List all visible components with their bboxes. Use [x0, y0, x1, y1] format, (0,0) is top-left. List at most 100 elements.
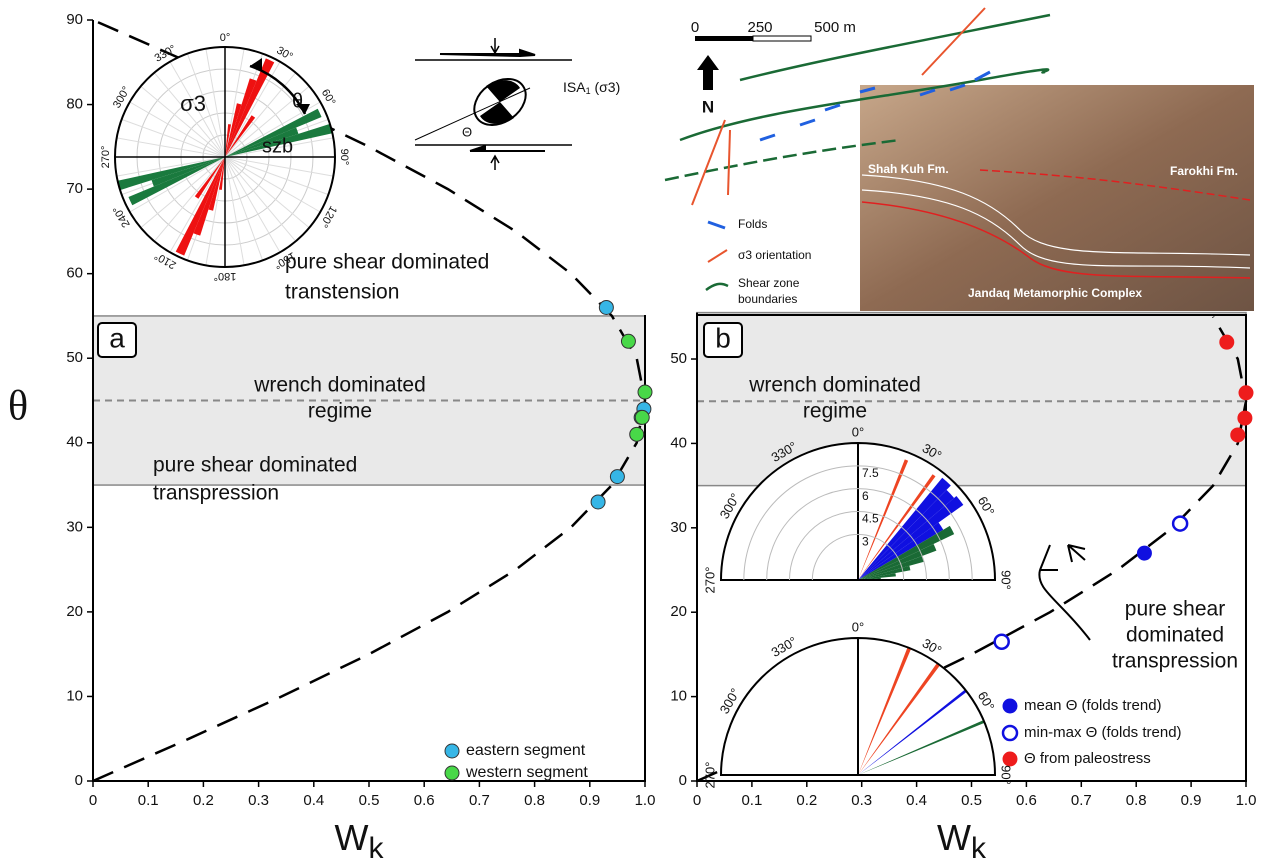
data-point	[634, 409, 650, 425]
x-tick-label: 0.3	[851, 792, 872, 809]
x-tick-label: 1.0	[1236, 792, 1257, 809]
data-point	[590, 494, 606, 510]
x-tick-label: 0.1	[741, 792, 762, 809]
region-label: wrench dominated	[748, 374, 921, 397]
region-label: wrench dominated	[253, 374, 426, 397]
region-label: pure shear	[1125, 598, 1225, 621]
x-tick-label: 0.7	[1071, 792, 1092, 809]
rose-ring-label: 4.5	[862, 512, 879, 526]
photo-trace	[861, 189, 1251, 269]
legend-sigma3	[707, 249, 728, 263]
region-label: pure shear dominated	[285, 251, 489, 274]
y-tick-label: 10	[670, 688, 687, 705]
legend-label: mean Θ (folds trend)	[1024, 697, 1162, 714]
rose-petal	[858, 543, 937, 580]
x-axis-title-sub: k	[368, 832, 384, 865]
x-tick-label: 0.9	[579, 792, 600, 809]
rose-petal	[858, 720, 985, 775]
rose-angle-label: 180°	[214, 270, 237, 282]
legend-label: eastern segment	[466, 742, 586, 759]
scale-bar	[695, 36, 753, 41]
shear-zone	[739, 13, 1051, 82]
rose-ring	[766, 488, 950, 581]
schematic-line	[415, 59, 572, 146]
rose-angle-label: 270°	[702, 762, 717, 789]
data-point	[993, 633, 1010, 650]
y-tick-label: 30	[670, 519, 687, 536]
data-point	[637, 384, 653, 400]
x-tick-label: 0.8	[1126, 792, 1147, 809]
x-tick-label: 0	[89, 792, 97, 809]
legend-marker	[1002, 698, 1018, 714]
rose-petal	[151, 157, 225, 187]
sigma3-arrow	[691, 7, 986, 206]
rose-petal	[117, 157, 225, 191]
data-point	[609, 469, 625, 485]
photo-label: Shah Kuh Fm.	[868, 162, 949, 176]
x-tick-label: 0.7	[469, 792, 490, 809]
panel-label-box	[97, 322, 137, 358]
x-tick-label: 0.4	[906, 792, 927, 809]
rose-petal	[858, 689, 967, 775]
legend-marker	[1002, 751, 1018, 767]
rose-angle-label: 270°	[100, 146, 112, 169]
data-point	[620, 333, 636, 349]
rose-petal	[858, 489, 955, 580]
y-tick-label: 60	[66, 265, 83, 282]
scale-label: 500 m	[814, 19, 856, 36]
rose-angle-label: 270°	[702, 567, 717, 594]
rose-petal	[128, 157, 225, 206]
x-axis-title-sub: k	[971, 832, 987, 865]
y-tick-label: 20	[66, 603, 83, 620]
x-tick-label: 0.2	[796, 792, 817, 809]
rose-petal	[858, 459, 909, 580]
y-axis-title: θ	[8, 384, 28, 430]
rose-petal	[225, 124, 232, 157]
chart-panel: 0 0.1 0.2 0.3 0.4 0.5 0.6 0.7 0.8 0.9 1.0 0 10 20 30 40…	[670, 312, 1257, 865]
rose-petal	[225, 127, 299, 157]
rose-petal	[858, 525, 955, 580]
rose-petal	[225, 108, 322, 157]
y-tick-label: 0	[679, 772, 687, 789]
background-layer	[92, 311, 1247, 487]
schematic-theta: Θ	[462, 124, 472, 139]
schematic: ISA1 (σ3) Θ	[414, 38, 620, 170]
rose-petal	[194, 157, 225, 199]
photo-trace	[861, 174, 1251, 256]
chart-panel: 0 0.1 0.2 0.3 0.4 0.5 0.6 0.7 0.8 0.9 1.0 0 10 20 30 40…	[66, 11, 655, 865]
map-legend-label: σ3 orientation	[738, 248, 811, 262]
rose-petal	[175, 157, 225, 256]
photo-fault	[979, 169, 1251, 201]
x-tick-label: 0.5	[961, 792, 982, 809]
data-point	[1238, 385, 1254, 401]
legend-marker	[1001, 724, 1019, 742]
rose-petal	[858, 522, 944, 580]
legend-label: min-max Θ (folds trend)	[1024, 724, 1182, 741]
schematic-arrow	[439, 48, 545, 152]
legend-fold	[707, 220, 726, 230]
y-tick-label: 30	[66, 518, 83, 535]
x-tick-label: 0.9	[1181, 792, 1202, 809]
data-point	[1171, 515, 1189, 532]
rose-petal	[858, 556, 925, 580]
panel-label-box	[703, 322, 743, 358]
x-axis-title-main: W	[937, 817, 971, 858]
rose-petal	[193, 157, 225, 236]
rose-cross	[115, 47, 335, 267]
rose-outline	[719, 637, 997, 776]
rose-b-lower: 0°30°60°90°270°300°330°	[702, 619, 1013, 788]
data-point	[1230, 427, 1246, 443]
x-tick-label: 0.6	[414, 792, 435, 809]
rose-angle-label: 90°	[338, 149, 350, 166]
rose-petal	[225, 123, 333, 157]
x-tick-label: 0.3	[248, 792, 269, 809]
legend-label: western segment	[465, 764, 588, 781]
region-label: transpression	[153, 482, 279, 505]
photo-fault	[861, 201, 1251, 279]
rose-petal	[858, 573, 896, 580]
rose-ring-label: 7.5	[862, 466, 879, 480]
rose-angle-label: 0°	[852, 619, 864, 634]
x-tick-label: 0.6	[1016, 792, 1037, 809]
y-tick-label: 40	[670, 434, 687, 451]
